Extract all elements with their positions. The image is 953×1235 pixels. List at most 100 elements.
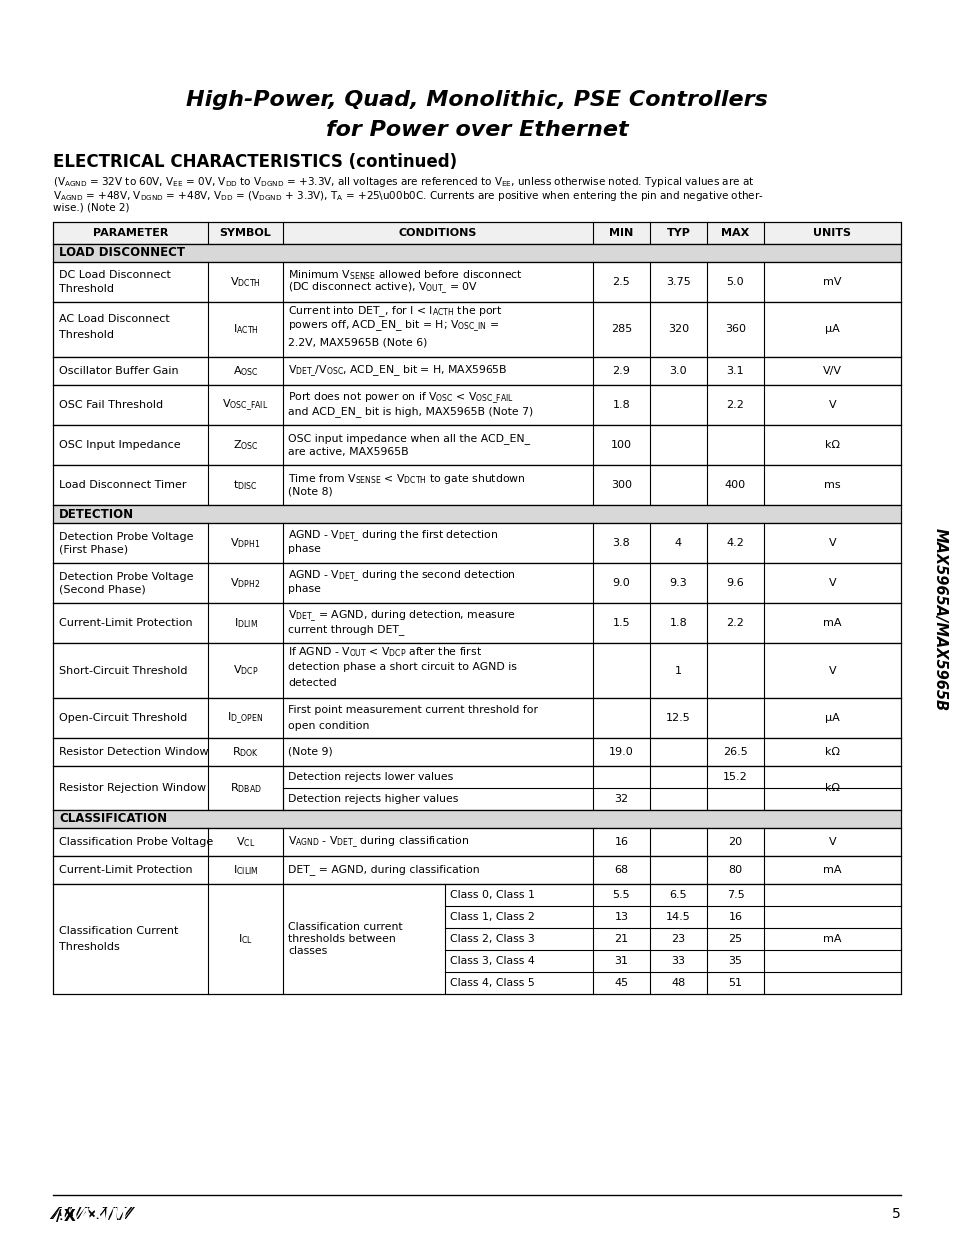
Bar [53, 245, 900, 262]
Text: 360: 360 [724, 325, 745, 335]
Text: DETECTION: DETECTION [59, 508, 134, 520]
Text: $\bf{/\/\/\!X\/\/}$: $\bf{/\/\/\!X\/\/}$ [55, 1207, 76, 1224]
Text: If AGND - V$_{\mathregular{OUT}}$ < V$_{\mathregular{DCP}}$ after the first: If AGND - V$_{\mathregular{OUT}}$ < V$_{… [288, 646, 481, 659]
Text: Resistor Detection Window: Resistor Detection Window [59, 747, 209, 757]
Text: 320: 320 [667, 325, 688, 335]
Text: DET_ = AGND, during classification: DET_ = AGND, during classification [288, 864, 479, 876]
Bar [53, 603, 900, 643]
Text: 3.75: 3.75 [665, 277, 690, 287]
Text: 300: 300 [610, 480, 631, 490]
Text: AGND - V$_{\mathregular{DET\_}}$ during the second detection: AGND - V$_{\mathregular{DET\_}}$ during … [288, 569, 516, 584]
Text: Detection rejects lower values: Detection rejects lower values [288, 772, 453, 782]
Text: mV: mV [822, 277, 841, 287]
Text: 2.2V, MAX5965B (Note 6): 2.2V, MAX5965B (Note 6) [288, 337, 427, 347]
Text: SYMBOL: SYMBOL [219, 228, 271, 238]
Bar [53, 522, 900, 563]
Text: High-Power, Quad, Monolithic, PSE Controllers: High-Power, Quad, Monolithic, PSE Contro… [186, 90, 767, 110]
Text: 51: 51 [728, 978, 741, 988]
Text: 33: 33 [671, 956, 685, 966]
Text: Class 0, Class 1: Class 0, Class 1 [450, 890, 535, 900]
Text: Port does not power on if V$_{\mathregular{OSC}}$ < V$_{\mathregular{OSC\_FAIL}}: Port does not power on if V$_{\mathregul… [288, 390, 514, 406]
Text: Current into DET_, for I < I$_{\mathregular{ACTH}}$ the port: Current into DET_, for I < I$_{\mathregu… [288, 304, 501, 319]
Text: Classification Current: Classification Current [59, 926, 178, 936]
Text: 19.0: 19.0 [608, 747, 633, 757]
Text: 25: 25 [728, 934, 741, 944]
Text: V$_{\mathregular{DET\_}}$/V$_{\mathregular{OSC}}$, ACD_EN_ bit = H, MAX5965B: V$_{\mathregular{DET\_}}$/V$_{\mathregul… [288, 363, 507, 379]
Bar [53, 827, 900, 856]
Text: Short-Circuit Threshold: Short-Circuit Threshold [59, 666, 188, 676]
Text: I$_{\mathregular{CL}}$: I$_{\mathregular{CL}}$ [237, 932, 253, 946]
Text: 16: 16 [614, 837, 628, 847]
Text: phase: phase [288, 584, 320, 594]
Text: kΩ: kΩ [824, 747, 840, 757]
Text: mA: mA [822, 618, 841, 629]
Text: I$_{\mathregular{DLIM}}$: I$_{\mathregular{DLIM}}$ [233, 616, 257, 630]
Text: 68: 68 [614, 864, 628, 876]
Text: (V$_{\mathregular{AGND}}$ = 32V to 60V, V$_{\mathregular{EE}}$ = 0V, V$_{\mathre: (V$_{\mathregular{AGND}}$ = 32V to 60V, … [53, 175, 754, 189]
Text: 80: 80 [728, 864, 741, 876]
Text: phase: phase [288, 545, 320, 555]
Bar [53, 563, 900, 603]
Text: Current-Limit Protection: Current-Limit Protection [59, 618, 193, 629]
Text: AAAXIM: AAAXIM [53, 1207, 127, 1225]
Bar [53, 643, 900, 698]
Text: Resistor Rejection Window: Resistor Rejection Window [59, 783, 206, 793]
Text: ⁄⁄\/\/⁄⁄×⁄⁄\/\/⁄⁄: ⁄⁄\/\/⁄⁄×⁄⁄\/\/⁄⁄ [53, 1207, 131, 1221]
Text: powers off, ACD_EN_ bit = H; V$_{\mathregular{OSC\_IN}}$ =: powers off, ACD_EN_ bit = H; V$_{\mathre… [288, 319, 498, 335]
Text: classes: classes [288, 946, 327, 956]
Text: A$_{\mathregular{OSC}}$: A$_{\mathregular{OSC}}$ [233, 364, 258, 378]
Text: V$_{\mathregular{OSC\_FAIL}}$: V$_{\mathregular{OSC\_FAIL}}$ [222, 398, 269, 412]
Text: Open-Circuit Threshold: Open-Circuit Threshold [59, 713, 187, 722]
Text: kΩ: kΩ [824, 783, 840, 793]
Text: 2.5: 2.5 [612, 277, 630, 287]
Text: Class 2, Class 3: Class 2, Class 3 [450, 934, 535, 944]
Text: 26.5: 26.5 [722, 747, 747, 757]
Text: 4.2: 4.2 [726, 538, 743, 548]
Bar [53, 739, 900, 766]
Text: V$_{\mathregular{DCP}}$: V$_{\mathregular{DCP}}$ [233, 663, 258, 678]
Text: Detection Probe Voltage: Detection Probe Voltage [59, 572, 193, 582]
Text: Detection rejects higher values: Detection rejects higher values [288, 794, 457, 804]
Text: Current-Limit Protection: Current-Limit Protection [59, 864, 193, 876]
Text: V$_{\mathregular{DCTH}}$: V$_{\mathregular{DCTH}}$ [230, 275, 261, 289]
Text: 285: 285 [610, 325, 632, 335]
Text: DC Load Disconnect: DC Load Disconnect [59, 270, 171, 280]
Text: detection phase a short circuit to AGND is: detection phase a short circuit to AGND … [288, 662, 517, 673]
Text: 45: 45 [614, 978, 628, 988]
Text: 35: 35 [728, 956, 741, 966]
Text: 12.5: 12.5 [665, 713, 690, 722]
Text: t$_{\mathregular{DISC}}$: t$_{\mathregular{DISC}}$ [233, 478, 257, 492]
Bar [53, 425, 900, 466]
Text: current through DET_: current through DET_ [288, 624, 404, 635]
Text: Class 1, Class 2: Class 1, Class 2 [450, 911, 535, 923]
Text: mA: mA [822, 864, 841, 876]
Bar [53, 856, 900, 884]
Text: V$_{\mathregular{DPH1}}$: V$_{\mathregular{DPH1}}$ [230, 536, 260, 550]
Text: 4: 4 [674, 538, 681, 548]
Text: (Second Phase): (Second Phase) [59, 584, 146, 594]
Text: R$_{\mathregular{DOK}}$: R$_{\mathregular{DOK}}$ [232, 745, 259, 758]
Text: V: V [828, 538, 836, 548]
Text: 9.3: 9.3 [669, 578, 687, 588]
Bar [53, 466, 900, 505]
Text: for Power over Ethernet: for Power over Ethernet [325, 120, 628, 140]
Text: 5: 5 [891, 1207, 900, 1221]
Text: 2.2: 2.2 [726, 618, 743, 629]
Text: Z$_{\mathregular{OSC}}$: Z$_{\mathregular{OSC}}$ [233, 438, 258, 452]
Text: V$_{\mathregular{DET\_}}$ = AGND, during detection, measure: V$_{\mathregular{DET\_}}$ = AGND, during… [288, 609, 516, 624]
Text: 14.5: 14.5 [665, 911, 690, 923]
Text: 3.1: 3.1 [726, 366, 743, 375]
Text: Load Disconnect Timer: Load Disconnect Timer [59, 480, 186, 490]
Text: (Note 8): (Note 8) [288, 487, 333, 496]
Text: 9.6: 9.6 [726, 578, 743, 588]
Text: V: V [828, 666, 836, 676]
Text: kΩ: kΩ [824, 440, 840, 450]
Text: Threshold: Threshold [59, 284, 113, 294]
Text: 1.8: 1.8 [612, 400, 630, 410]
Text: CLASSIFICATION: CLASSIFICATION [59, 813, 167, 825]
Text: Time from V$_{\mathregular{SENSE}}$ < V$_{\mathregular{DCTH}}$ to gate shutdown: Time from V$_{\mathregular{SENSE}}$ < V$… [288, 472, 525, 485]
Text: 1: 1 [675, 666, 681, 676]
Bar [53, 262, 900, 303]
Text: wise.) (Note 2): wise.) (Note 2) [53, 203, 130, 212]
Text: 1.5: 1.5 [612, 618, 630, 629]
